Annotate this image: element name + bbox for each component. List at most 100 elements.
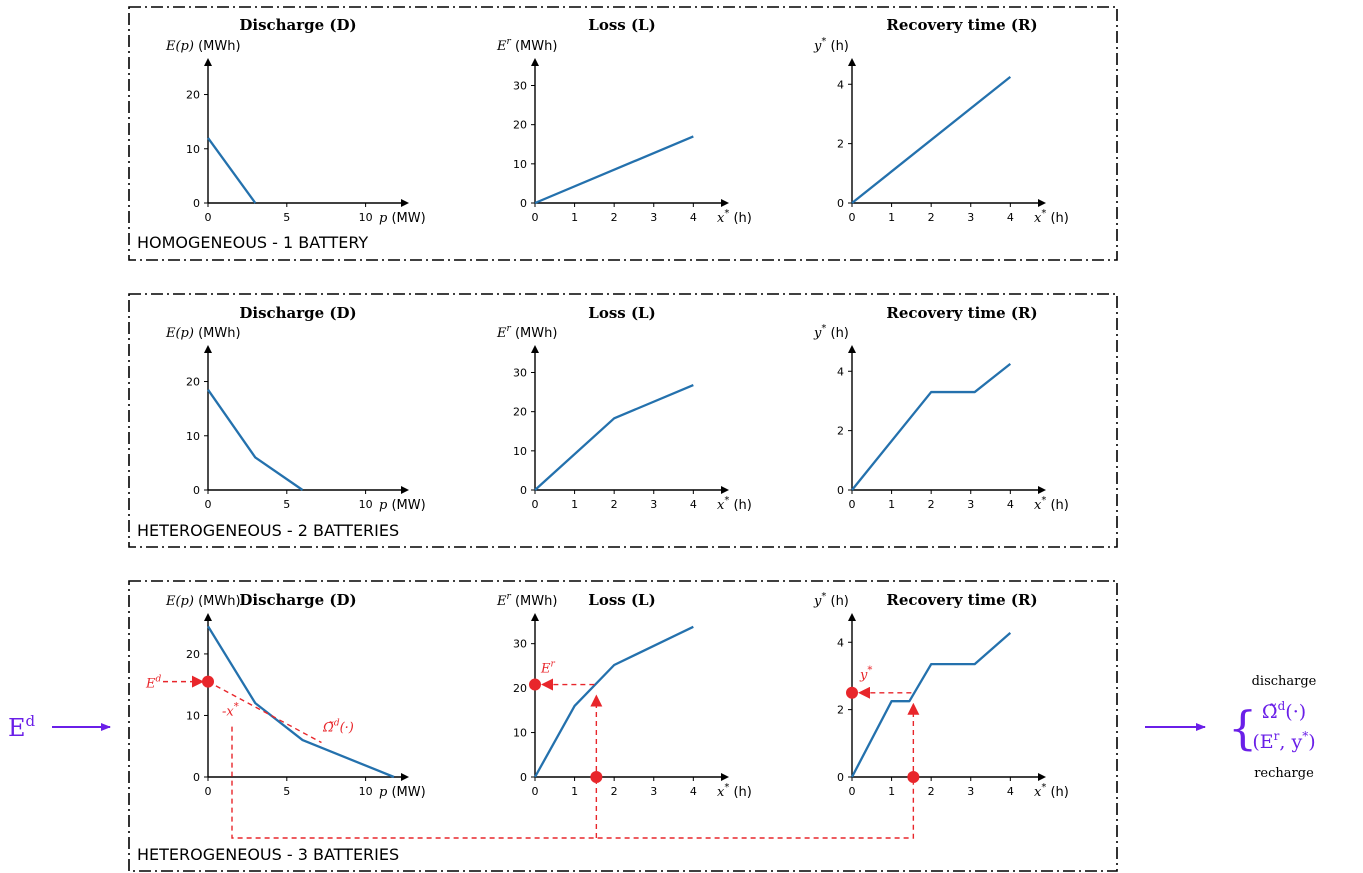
y-tick-label: 2 — [837, 704, 844, 717]
series-line — [534, 383, 694, 491]
y-tick-label: 4 — [837, 365, 844, 378]
output-bottom-label: recharge — [1254, 766, 1314, 781]
y-axis-label: E(p) (MWh) — [165, 39, 241, 54]
y-tick-label: 10 — [186, 143, 200, 156]
x-tick-label: 0 — [849, 785, 856, 798]
x-tick-label: 0 — [205, 211, 212, 224]
x-axis-label: p (MW) — [379, 211, 426, 226]
y-tick-label: 10 — [513, 727, 527, 740]
chart-1-L: Loss (L) 0 1 2 3 4 0 10 20 30 Er (MWh) x* (h) — [496, 16, 752, 226]
x-tick-label: 2 — [928, 211, 935, 224]
x-tick-label: 3 — [650, 211, 657, 224]
x-tick-label: 1 — [888, 211, 895, 224]
y-tick-label: 10 — [513, 158, 527, 171]
x-tick-label: 0 — [205, 785, 212, 798]
x-tick-label: 4 — [1007, 211, 1014, 224]
x-tick-label: 2 — [611, 211, 618, 224]
x-axis-label: x* (h) — [717, 208, 752, 226]
y-tick-label: 0 — [520, 197, 527, 210]
x-tick-label: 10 — [359, 498, 373, 511]
y-tick-label: 4 — [837, 78, 844, 91]
y-tick-label: 0 — [837, 484, 844, 497]
chart-3-L: Loss (L) 0 1 2 3 4 0 10 20 30 Er (MWh) x* (h) — [496, 591, 752, 800]
series-line — [850, 631, 1012, 778]
y-tick-label: 4 — [837, 636, 844, 649]
y-tick-label: 20 — [186, 648, 200, 661]
x-tick-label: 5 — [283, 211, 290, 224]
x-tick-label: 0 — [532, 498, 539, 511]
x-tick-label: 4 — [1007, 785, 1014, 798]
chart-title: Recovery time (R) — [886, 591, 1037, 609]
x-tick-label: 0 — [849, 498, 856, 511]
y-axis-label: Er (MWh) — [496, 592, 557, 609]
x-tick-label: 4 — [1007, 498, 1014, 511]
y-axis-label: E(p) (MWh) — [165, 326, 241, 341]
series-line — [533, 625, 694, 778]
x-axis-label: p (MW) — [379, 785, 426, 800]
chart-1-D: Discharge (D) 0 5 10 0 10 20 E(p) (MWh) p (MW) — [165, 16, 426, 226]
x-axis-label: x* (h) — [1034, 495, 1069, 513]
x-star-dot-loss — [590, 771, 603, 783]
chart-3-D: Discharge (D) 0 5 10 0 10 20 E(p) (MWh) p (MW) — [165, 591, 426, 800]
x-axis-label: p (MW) — [379, 498, 426, 513]
x-tick-label: 0 — [532, 785, 539, 798]
x-tick-label: 3 — [967, 785, 974, 798]
y-star-label: y* — [859, 665, 872, 683]
panel-label-1: HOMOGENEOUS - 1 BATTERY — [137, 233, 368, 252]
ed-dot — [202, 675, 214, 688]
series-line — [207, 137, 257, 204]
chart-title: Recovery time (R) — [886, 16, 1037, 34]
y-tick-label: 0 — [193, 771, 200, 784]
y-tick-label: 20 — [186, 89, 200, 102]
x-tick-label: 4 — [690, 498, 697, 511]
chart-title: Loss (L) — [588, 591, 655, 609]
chart-title: Loss (L) — [588, 16, 655, 34]
x-axis-label: x* (h) — [717, 495, 752, 513]
x-star-dot-recovery — [907, 771, 920, 783]
x-tick-label: 0 — [849, 211, 856, 224]
er-dot — [529, 678, 541, 691]
y-tick-label: 2 — [837, 425, 844, 438]
flow-layer: Ed {discharge recharge Ω̃d(·) (Er, y*) — [8, 674, 1317, 781]
panel-label-2: HETEROGENEOUS - 2 BATTERIES — [137, 521, 399, 540]
y-tick-label: 0 — [837, 197, 844, 210]
y-tick-label: 0 — [193, 484, 200, 497]
panel-frame-3 — [128, 580, 1118, 872]
chart-2-L: Loss (L) 0 1 2 3 4 0 10 20 30 Er (MWh) x* (h) — [496, 304, 752, 513]
y-tick-label: 20 — [513, 406, 527, 419]
x-route — [231, 726, 915, 839]
chart-title: Discharge (D) — [239, 304, 356, 322]
ed-label: Ed — [145, 675, 162, 692]
panel-frame-1 — [128, 6, 1118, 261]
series-line — [534, 135, 694, 205]
y-tick-label: 20 — [186, 376, 200, 389]
y-tick-label: 0 — [520, 771, 527, 784]
y-tick-label: 0 — [520, 484, 527, 497]
x-tick-label: 10 — [359, 785, 373, 798]
chart-title: Discharge (D) — [239, 16, 356, 34]
series-line — [851, 75, 1012, 204]
x-tick-label: 1 — [888, 498, 895, 511]
y-tick-label: 20 — [513, 119, 527, 132]
chart-3-R: Recovery time (R) 0 1 2 3 4 0 2 4 y* (h) x* (h) — [813, 591, 1069, 800]
y-tick-label: 10 — [513, 445, 527, 458]
x-tick-label: 2 — [611, 498, 618, 511]
x-tick-label: 1 — [571, 211, 578, 224]
chart-2-D: Discharge (D) 0 5 10 0 10 20 E(p) (MWh) p (MW) — [165, 304, 426, 513]
x-tick-label: 1 — [571, 498, 578, 511]
y-tick-label: 0 — [837, 771, 844, 784]
output-brace: { — [1228, 701, 1257, 755]
y-tick-label: 0 — [193, 197, 200, 210]
y-axis-label: y* (h) — [813, 36, 849, 54]
slope-line — [207, 680, 322, 744]
y-tick-label: 30 — [513, 367, 527, 380]
er-label: Er — [540, 660, 556, 677]
output-line-2: (Er, y*) — [1252, 729, 1315, 753]
y-tick-label: 30 — [513, 638, 527, 651]
x-tick-label: 2 — [928, 785, 935, 798]
y-star-dot — [846, 686, 858, 699]
output-top-label: discharge — [1252, 674, 1317, 689]
y-tick-label: 20 — [513, 682, 527, 695]
